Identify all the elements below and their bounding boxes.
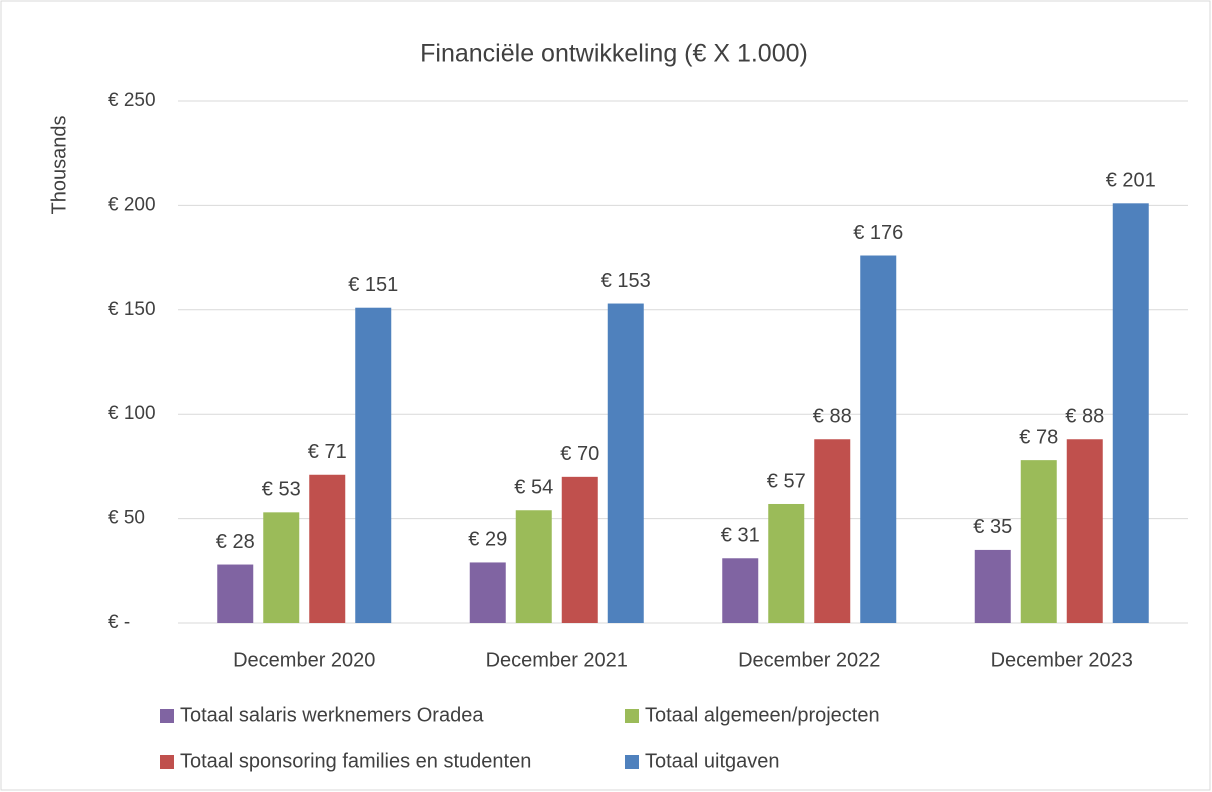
bar — [1020, 460, 1057, 623]
bar — [355, 307, 392, 623]
data-label: € 78 — [1019, 426, 1058, 448]
data-label: € 71 — [308, 441, 347, 463]
bar — [263, 512, 300, 623]
bar — [768, 503, 805, 623]
x-tick-label: December 2020 — [233, 649, 375, 671]
y-tick-label: € 250 — [108, 90, 156, 111]
data-label: € 53 — [262, 479, 301, 501]
legend-label: Totaal salaris werknemers Oradea — [180, 704, 484, 726]
bar — [309, 474, 346, 623]
y-tick-label: € 150 — [108, 299, 156, 320]
y-tick-label: € - — [108, 612, 130, 633]
legend-label: Totaal algemeen/projecten — [645, 704, 880, 726]
bar — [860, 255, 897, 623]
bar — [607, 303, 644, 623]
data-label: € 35 — [973, 516, 1012, 538]
data-label: € 54 — [514, 477, 553, 499]
data-label: € 88 — [813, 406, 852, 428]
bar — [1066, 439, 1103, 623]
data-label: € 31 — [721, 525, 760, 547]
data-label: € 70 — [560, 443, 599, 465]
legend-swatch — [160, 709, 174, 723]
data-label: € 151 — [348, 274, 398, 296]
data-label: € 201 — [1106, 170, 1156, 192]
bar — [561, 476, 598, 623]
legend-swatch — [625, 709, 639, 723]
data-label: € 88 — [1065, 406, 1104, 428]
x-tick-label: December 2022 — [738, 649, 880, 671]
legend-label: Totaal uitgaven — [645, 750, 780, 772]
data-label: € 153 — [601, 270, 651, 292]
legend-swatch — [625, 755, 639, 769]
x-tick-label: December 2023 — [991, 649, 1133, 671]
x-tick-label: December 2021 — [486, 649, 628, 671]
data-label: € 57 — [767, 470, 806, 492]
bar — [974, 549, 1011, 623]
legend-swatch — [160, 755, 174, 769]
chart-title: Financiële ontwikkeling (€ X 1.000) — [420, 40, 808, 68]
y-tick-label: € 50 — [108, 508, 145, 529]
legend-label: Totaal sponsoring families en studenten — [180, 750, 531, 772]
data-label: € 176 — [853, 222, 903, 244]
bar — [217, 564, 254, 623]
data-label: € 28 — [216, 531, 255, 553]
bar — [1112, 203, 1149, 623]
y-tick-label: € 200 — [108, 194, 156, 215]
y-axis-label: Thousands — [48, 116, 70, 215]
bar — [814, 439, 851, 623]
y-tick-label: € 100 — [108, 403, 156, 424]
data-label: € 29 — [468, 529, 507, 551]
bar — [469, 562, 506, 623]
bar — [722, 558, 759, 623]
bar — [515, 510, 552, 623]
